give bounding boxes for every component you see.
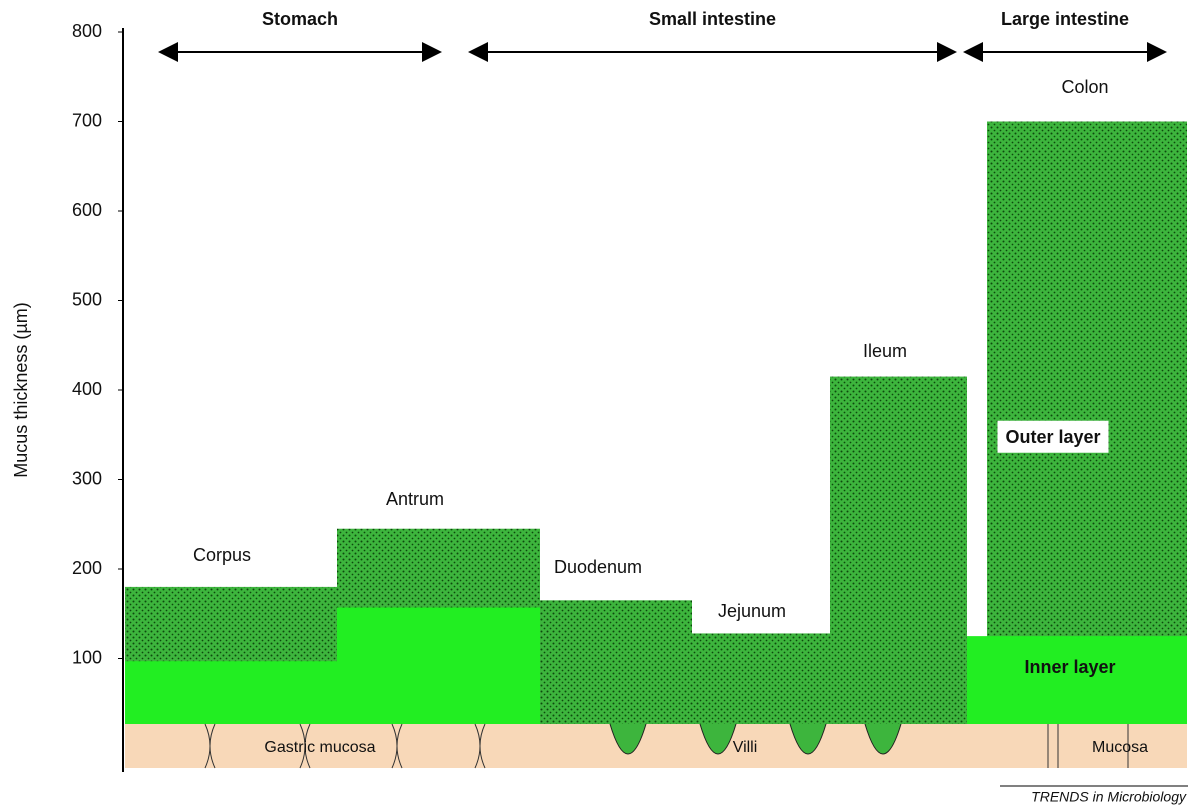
region-label: Colon [1061, 77, 1108, 97]
region-label: Antrum [386, 489, 444, 509]
section-label: Small intestine [649, 9, 776, 29]
mucosa [125, 723, 1187, 769]
inner-layer [967, 636, 1187, 726]
tissue-label: Villi [733, 739, 758, 756]
inner-layer [125, 661, 337, 726]
tissue-label: Gastric mucosa [264, 739, 375, 756]
region-label: Jejunum [718, 601, 786, 621]
outer-layer [830, 376, 967, 726]
tissue-label: Mucosa [1092, 739, 1148, 756]
y-axis-label: Mucus thickness (µm) [11, 302, 31, 477]
inner-layer [337, 607, 540, 726]
y-tick-label: 500 [72, 289, 102, 309]
section-label: Large intestine [1001, 9, 1129, 29]
region-label: Duodenum [554, 557, 642, 577]
y-tick-label: 600 [72, 200, 102, 220]
section-label: Stomach [262, 9, 338, 29]
outer-layer [692, 633, 830, 726]
outer-layer [540, 600, 692, 726]
outer-layer-label: Outer layer [1005, 427, 1100, 447]
cell-borders [204, 723, 1129, 769]
y-tick-label: 800 [72, 21, 102, 41]
mucosa-band [125, 724, 1187, 768]
region-label: Corpus [193, 545, 251, 565]
region-label: Ileum [863, 341, 907, 361]
inner-layer-label: Inner layer [1024, 657, 1115, 677]
credit: TRENDS in Microbiology [1031, 789, 1187, 805]
villi [609, 723, 902, 755]
y-tick-label: 400 [72, 379, 102, 399]
y-tick-label: 700 [72, 110, 102, 130]
y-tick-label: 100 [72, 647, 102, 667]
label-box [997, 420, 1109, 453]
y-tick-label: 300 [72, 468, 102, 488]
y-tick-label: 200 [72, 558, 102, 578]
